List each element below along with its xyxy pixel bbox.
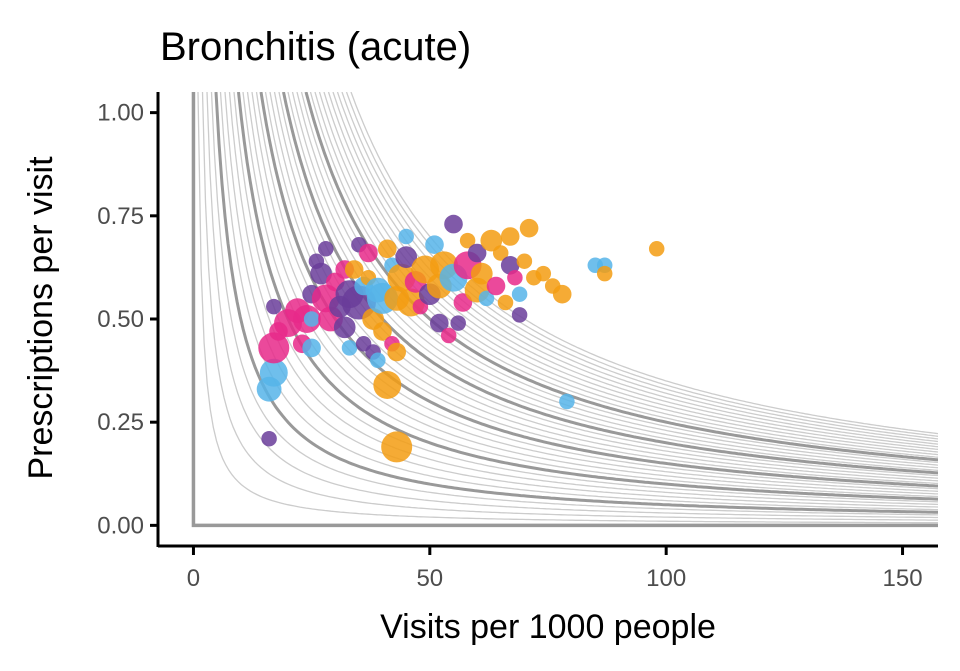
contour-minor [251,92,938,492]
x-tick-label: 100 [646,565,686,592]
y-tick-label: 0.25 [97,409,144,436]
data-point [480,229,503,252]
data-point [318,241,334,257]
data-point [378,239,397,259]
y-tick-label: 0.50 [97,306,144,333]
data-point [266,298,282,315]
data-point [596,265,613,282]
data-point [444,214,463,234]
data-point [492,245,509,261]
data-points [256,214,665,463]
data-point [516,253,533,269]
y-tick-label: 0.75 [97,203,144,230]
data-point [559,393,575,410]
contour-minor [201,92,938,521]
contour-minor [269,92,938,482]
contour-major [191,92,938,528]
data-point [425,235,444,254]
x-axis-title: Visits per 1000 people [380,608,716,646]
chart-title: Bronchitis (acute) [160,25,471,69]
data-point [333,316,356,339]
data-point [500,255,520,275]
data-point [519,218,539,238]
data-point [344,260,364,279]
data-point [370,352,386,369]
contour-minor [197,92,938,524]
data-point [497,294,514,311]
contour-major [237,92,938,501]
data-point [507,269,523,286]
data-point [430,313,449,333]
x-tick-label: 50 [416,565,443,592]
contour-minor [246,92,938,495]
data-point [381,431,413,463]
data-point [552,284,572,304]
contour-minor [219,92,938,511]
contour-minor [233,92,938,503]
data-point [511,286,528,302]
contour-minor [206,92,938,519]
data-point [478,290,495,307]
contour-minor [210,92,938,516]
x-tick-label: 150 [883,565,923,592]
contour-minor [242,92,938,498]
data-point [486,276,506,296]
y-axis-ticks: 0.00 0.25 0.50 0.75 1.00 [97,100,158,539]
data-point [450,315,466,331]
data-point [535,265,552,282]
data-point [511,307,528,323]
data-point [395,246,418,268]
x-axis-ticks: 0 50 100 150 [187,546,923,592]
data-point [373,371,402,399]
contour-lines [191,92,938,528]
data-point [341,340,358,356]
y-axis-title: Prescriptions per visit [22,156,60,480]
contour-minor [224,92,938,508]
y-tick-label: 0.00 [97,512,144,539]
data-point [387,342,407,362]
contour-minor [255,92,938,490]
data-point [440,327,457,344]
data-point [302,338,321,358]
y-tick-label: 1.00 [97,100,144,127]
contour-minor [291,92,938,469]
contour-major [214,92,938,514]
contour-minor [228,92,938,506]
data-point [467,243,487,263]
data-point [359,243,378,263]
data-point [373,322,392,341]
contour-major [282,92,938,475]
data-point [459,232,476,249]
data-point [648,241,665,257]
contour-minor [287,92,938,471]
x-tick-label: 0 [187,565,200,592]
data-point [500,227,520,246]
data-point [261,430,277,447]
data-point [303,311,320,327]
data-point [259,358,288,387]
data-point [398,228,414,245]
data-point [470,262,493,285]
